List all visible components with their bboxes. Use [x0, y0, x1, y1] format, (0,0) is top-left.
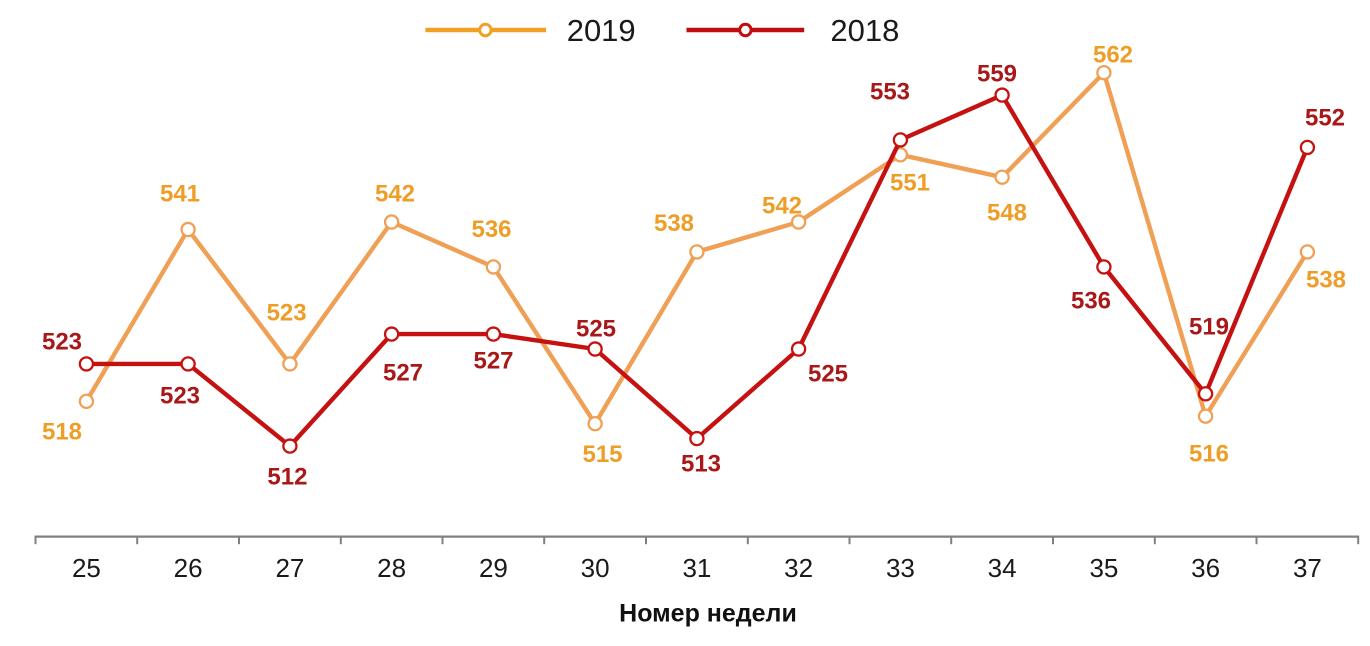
svg-text:Номер недели: Номер недели	[619, 600, 797, 628]
svg-text:513: 513	[681, 451, 721, 478]
svg-text:27: 27	[275, 553, 304, 583]
svg-text:523: 523	[267, 300, 307, 327]
svg-text:548: 548	[987, 200, 1027, 227]
svg-text:551: 551	[890, 170, 930, 197]
svg-text:523: 523	[42, 329, 82, 356]
svg-text:36: 36	[1191, 553, 1220, 583]
svg-text:552: 552	[1305, 105, 1345, 132]
svg-text:512: 512	[267, 464, 307, 491]
svg-text:519: 519	[1189, 314, 1229, 341]
svg-text:2019: 2019	[567, 13, 636, 48]
svg-text:536: 536	[1071, 288, 1111, 315]
svg-text:30: 30	[581, 553, 610, 583]
svg-text:515: 515	[582, 441, 622, 468]
svg-text:31: 31	[682, 553, 711, 583]
svg-text:538: 538	[654, 210, 694, 237]
svg-text:553: 553	[870, 79, 910, 106]
svg-text:516: 516	[1189, 441, 1229, 468]
svg-text:562: 562	[1093, 41, 1133, 68]
svg-text:32: 32	[784, 553, 813, 583]
svg-text:541: 541	[160, 181, 200, 208]
svg-text:527: 527	[473, 348, 513, 375]
svg-text:525: 525	[576, 316, 616, 343]
svg-text:26: 26	[174, 553, 203, 583]
svg-text:527: 527	[383, 360, 423, 387]
svg-text:538: 538	[1306, 267, 1346, 294]
svg-text:2018: 2018	[830, 13, 899, 48]
svg-text:559: 559	[977, 61, 1017, 88]
svg-text:33: 33	[886, 553, 915, 583]
svg-text:28: 28	[377, 553, 406, 583]
svg-text:525: 525	[808, 361, 848, 388]
svg-text:37: 37	[1293, 553, 1322, 583]
svg-text:35: 35	[1089, 553, 1118, 583]
svg-text:518: 518	[42, 419, 82, 446]
svg-text:29: 29	[479, 553, 508, 583]
svg-text:34: 34	[988, 553, 1017, 583]
svg-text:542: 542	[375, 181, 415, 208]
svg-text:542: 542	[762, 193, 802, 220]
svg-text:25: 25	[72, 553, 101, 583]
svg-text:523: 523	[160, 383, 200, 410]
svg-text:536: 536	[471, 216, 511, 243]
